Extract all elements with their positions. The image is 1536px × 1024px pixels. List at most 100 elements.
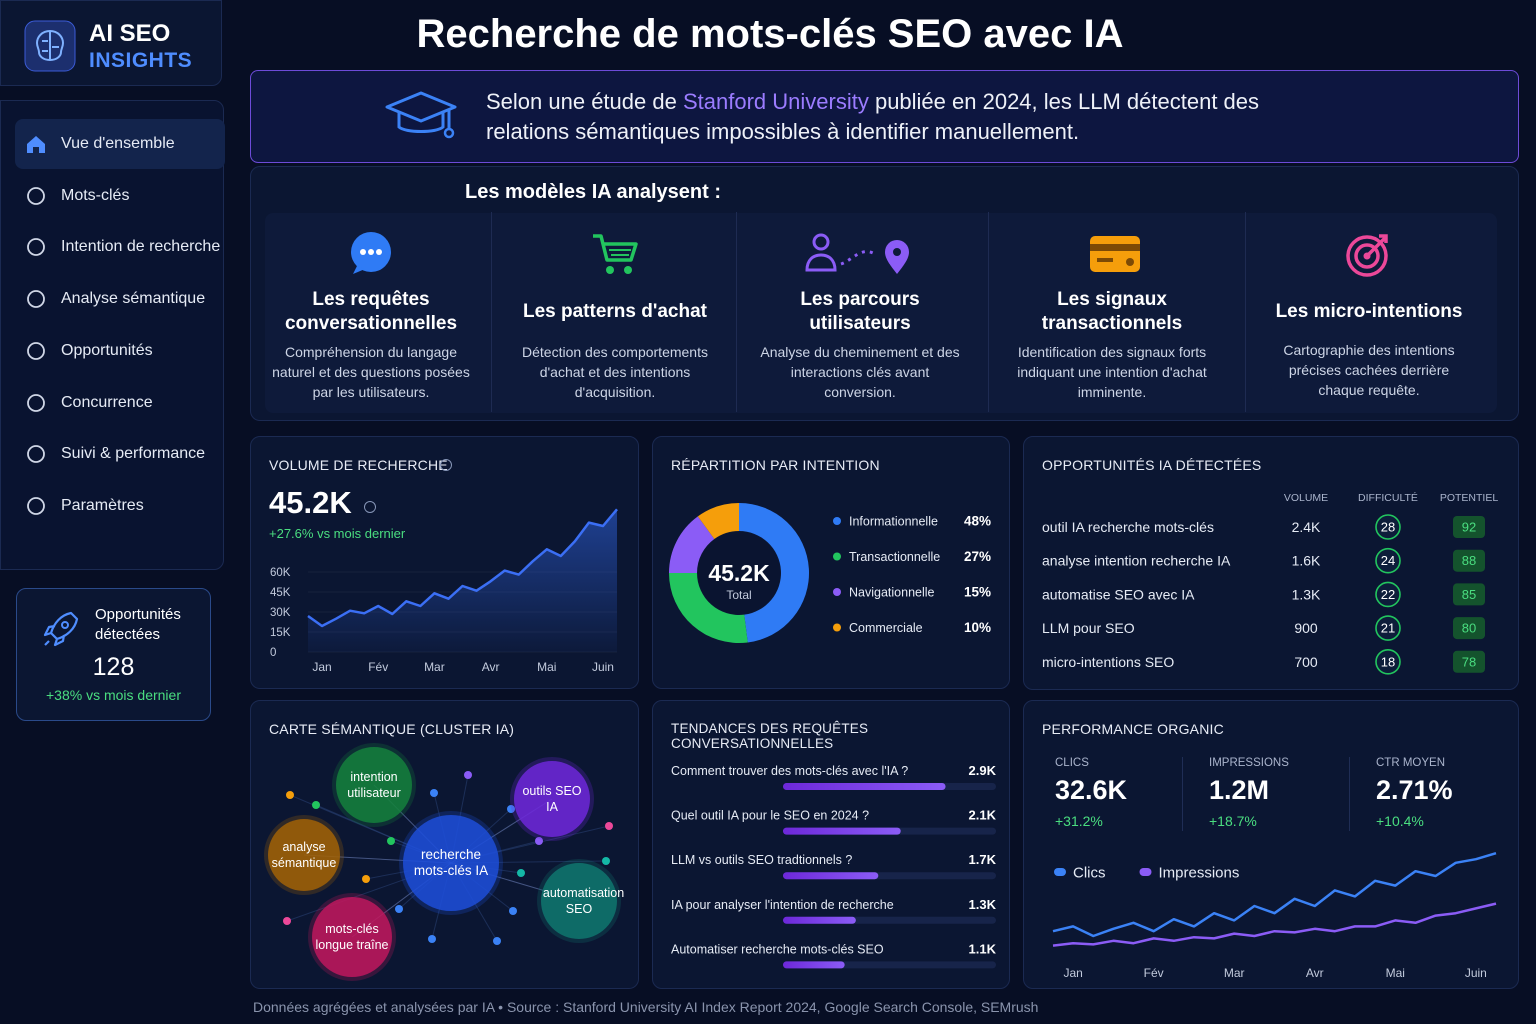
legend-dot [833,588,841,596]
dot [395,905,403,913]
legend-label: Impressions [1159,865,1240,882]
nav-label: Intention de recherche [61,238,221,256]
x-tick-label: Fév [1144,966,1164,980]
model-card: Les parcours utilisateurs Analyse du che… [736,212,983,412]
nav-icon [27,136,45,153]
bar [783,827,901,835]
nav-item[interactable]: Suivi & performance [15,429,225,479]
legend-swatch [1054,868,1066,876]
legend-dot [833,552,841,561]
center-value: 45.2K [708,560,770,586]
potential: 85 [1462,587,1476,602]
nav-item[interactable]: Opportunités [15,326,225,376]
volume: 2.4K [1292,519,1321,535]
volume: 900 [1294,620,1318,636]
footer: Données agrégées et analysées par IA • S… [253,999,1039,1015]
nav-label: Paramètres [61,496,144,514]
dot [362,875,370,883]
difficulty-ring [1375,581,1401,608]
keyword: LLM pour SEO [1042,620,1135,636]
difficulty-ring [1375,514,1401,540]
legend-dot [833,623,841,632]
line [1052,852,1497,938]
nav-item[interactable]: Analyse sémantique [15,274,225,324]
kpi-value: 1.2M [1209,775,1270,805]
banner-highlight: Stanford University [682,89,869,114]
panel-title: RÉPARTITION PAR INTENTION [671,457,880,473]
node [514,761,590,837]
x-tick-label: Mai [537,660,556,674]
pie-slice [697,503,739,540]
nav-label: Concurrence [61,393,153,411]
potential: 88 [1462,553,1476,568]
difficulty-ring [1375,649,1401,675]
performance-chart: Jan Fév Mar Avr Mai Juin Clics Impressions [1052,852,1497,980]
divider [1349,757,1350,831]
value-label: 1.1K [969,941,997,956]
volume-headline: 45.2K [269,485,352,520]
nav-item[interactable]: Mots-clés [15,171,225,221]
nav-label: Analyse sémantique [61,290,206,308]
nav-item[interactable]: Intention de recherche [15,222,225,272]
keyword: analyse intention recherche IA [1042,553,1231,569]
x-tick-label: Avr [482,660,500,674]
dot [430,789,438,797]
banner-text-before: Selon une étude de [486,89,677,114]
potential-badge [1453,516,1485,538]
dot [283,917,291,925]
donut-hole [698,532,780,614]
dot [507,805,515,813]
rocket-icon [43,611,79,647]
volume-change: +27.6% vs mois dernier [269,526,406,541]
value-label: 10% [964,620,991,635]
kpi-value: 32.6K [1055,775,1128,805]
node-label: automatisation SEO [542,886,625,916]
x-tick-label: Jan [312,660,331,674]
x-tick-label: Mai [1386,966,1405,980]
value-label: 48% [964,514,991,529]
node-label: outils SEO IA [522,784,582,814]
model-desc: Cartographie des intentions précises cac… [1283,342,1455,398]
column-header: DIFFICULTÉ [1358,491,1418,504]
node [336,747,412,823]
bar [783,872,879,880]
bar [783,783,946,790]
bar-label: LLM vs outils SEO tradtionnels ? [671,853,852,867]
nav-item[interactable]: Paramètres [15,481,225,531]
node [403,815,499,911]
value-label: 2.9K [969,763,997,778]
nav-icon [27,496,45,515]
model-card: Les micro-intentions Cartographie des in… [1245,212,1492,412]
legend-label: Navigationnelle [849,586,935,600]
x-tick-label: Juin [592,660,614,674]
x-tick-label: Mar [1224,966,1245,980]
nav-item[interactable]: Vue d'ensemble [15,119,225,169]
volume: 700 [1294,654,1318,670]
node [268,819,340,891]
nav-label: Opportunités [61,341,153,359]
x-tick-label: Jan [1063,966,1082,980]
dot [602,857,610,865]
legend-label: Transactionnelle [849,550,940,564]
nav-label: Suivi & performance [61,445,206,463]
node [312,897,392,977]
dot [493,937,501,945]
nav-icon [27,445,45,464]
legend-label: Clics [1073,865,1106,882]
center-label: Total [726,588,751,602]
nav-icon-shape [27,341,45,360]
trends-panel: TENDANCES DES REQUÊTES CONVERSATIONNELLE… [652,700,1010,989]
nav-icon-shape [27,393,45,412]
difficulty-ring [1375,615,1401,641]
brand-name: AI SEO [89,20,171,47]
y-tick-label: 30K [270,607,291,619]
dot [605,822,613,830]
x-tick-label: Juin [1465,966,1487,980]
potential-badge [1453,617,1485,640]
model-title: Les requêtes conversationnelles [284,289,458,334]
pie-slice [669,516,715,573]
kpi-label: IMPRESSIONS [1209,757,1289,769]
nav-item[interactable]: Concurrence [15,378,225,428]
volume-panel: VOLUME DE RECHERCHE 45.2K +27.6% vs mois… [250,436,639,689]
bar-label: Comment trouver des mots-clés avec l'IA … [671,764,908,778]
